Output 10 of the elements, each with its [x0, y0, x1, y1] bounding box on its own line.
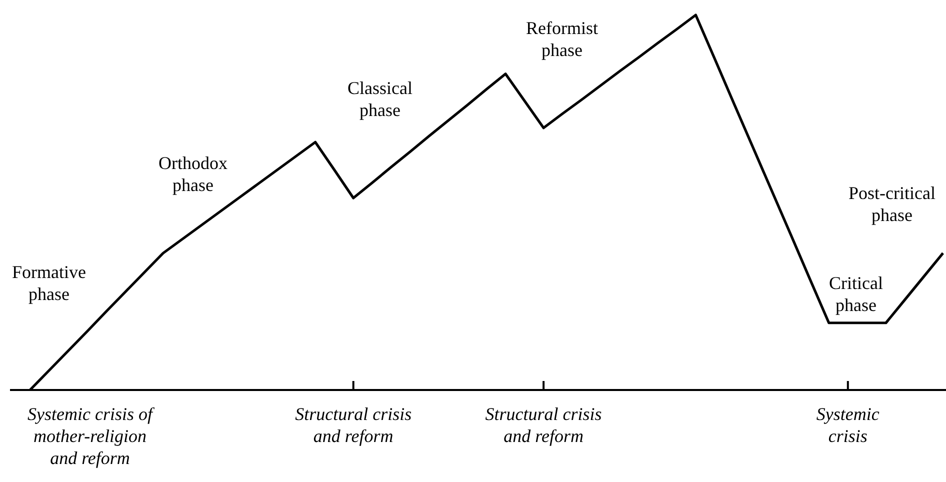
annotation: Formative phase: [12, 262, 86, 304]
annotation: Post-critical phase: [848, 183, 936, 225]
annotation: Orthodox phase: [158, 153, 228, 195]
annotation: Critical phase: [829, 273, 883, 315]
x-tick-label: Structural crisis and reform: [485, 404, 602, 446]
text: Systemic crisis of mother-religion and reform: [28, 404, 156, 468]
x-tick-label: Structural crisis and reform: [295, 404, 412, 446]
annotation: Reformist phase: [526, 18, 598, 60]
annotation: Classical phase: [348, 78, 412, 120]
x-tick-label: Systemic crisis: [816, 404, 880, 446]
